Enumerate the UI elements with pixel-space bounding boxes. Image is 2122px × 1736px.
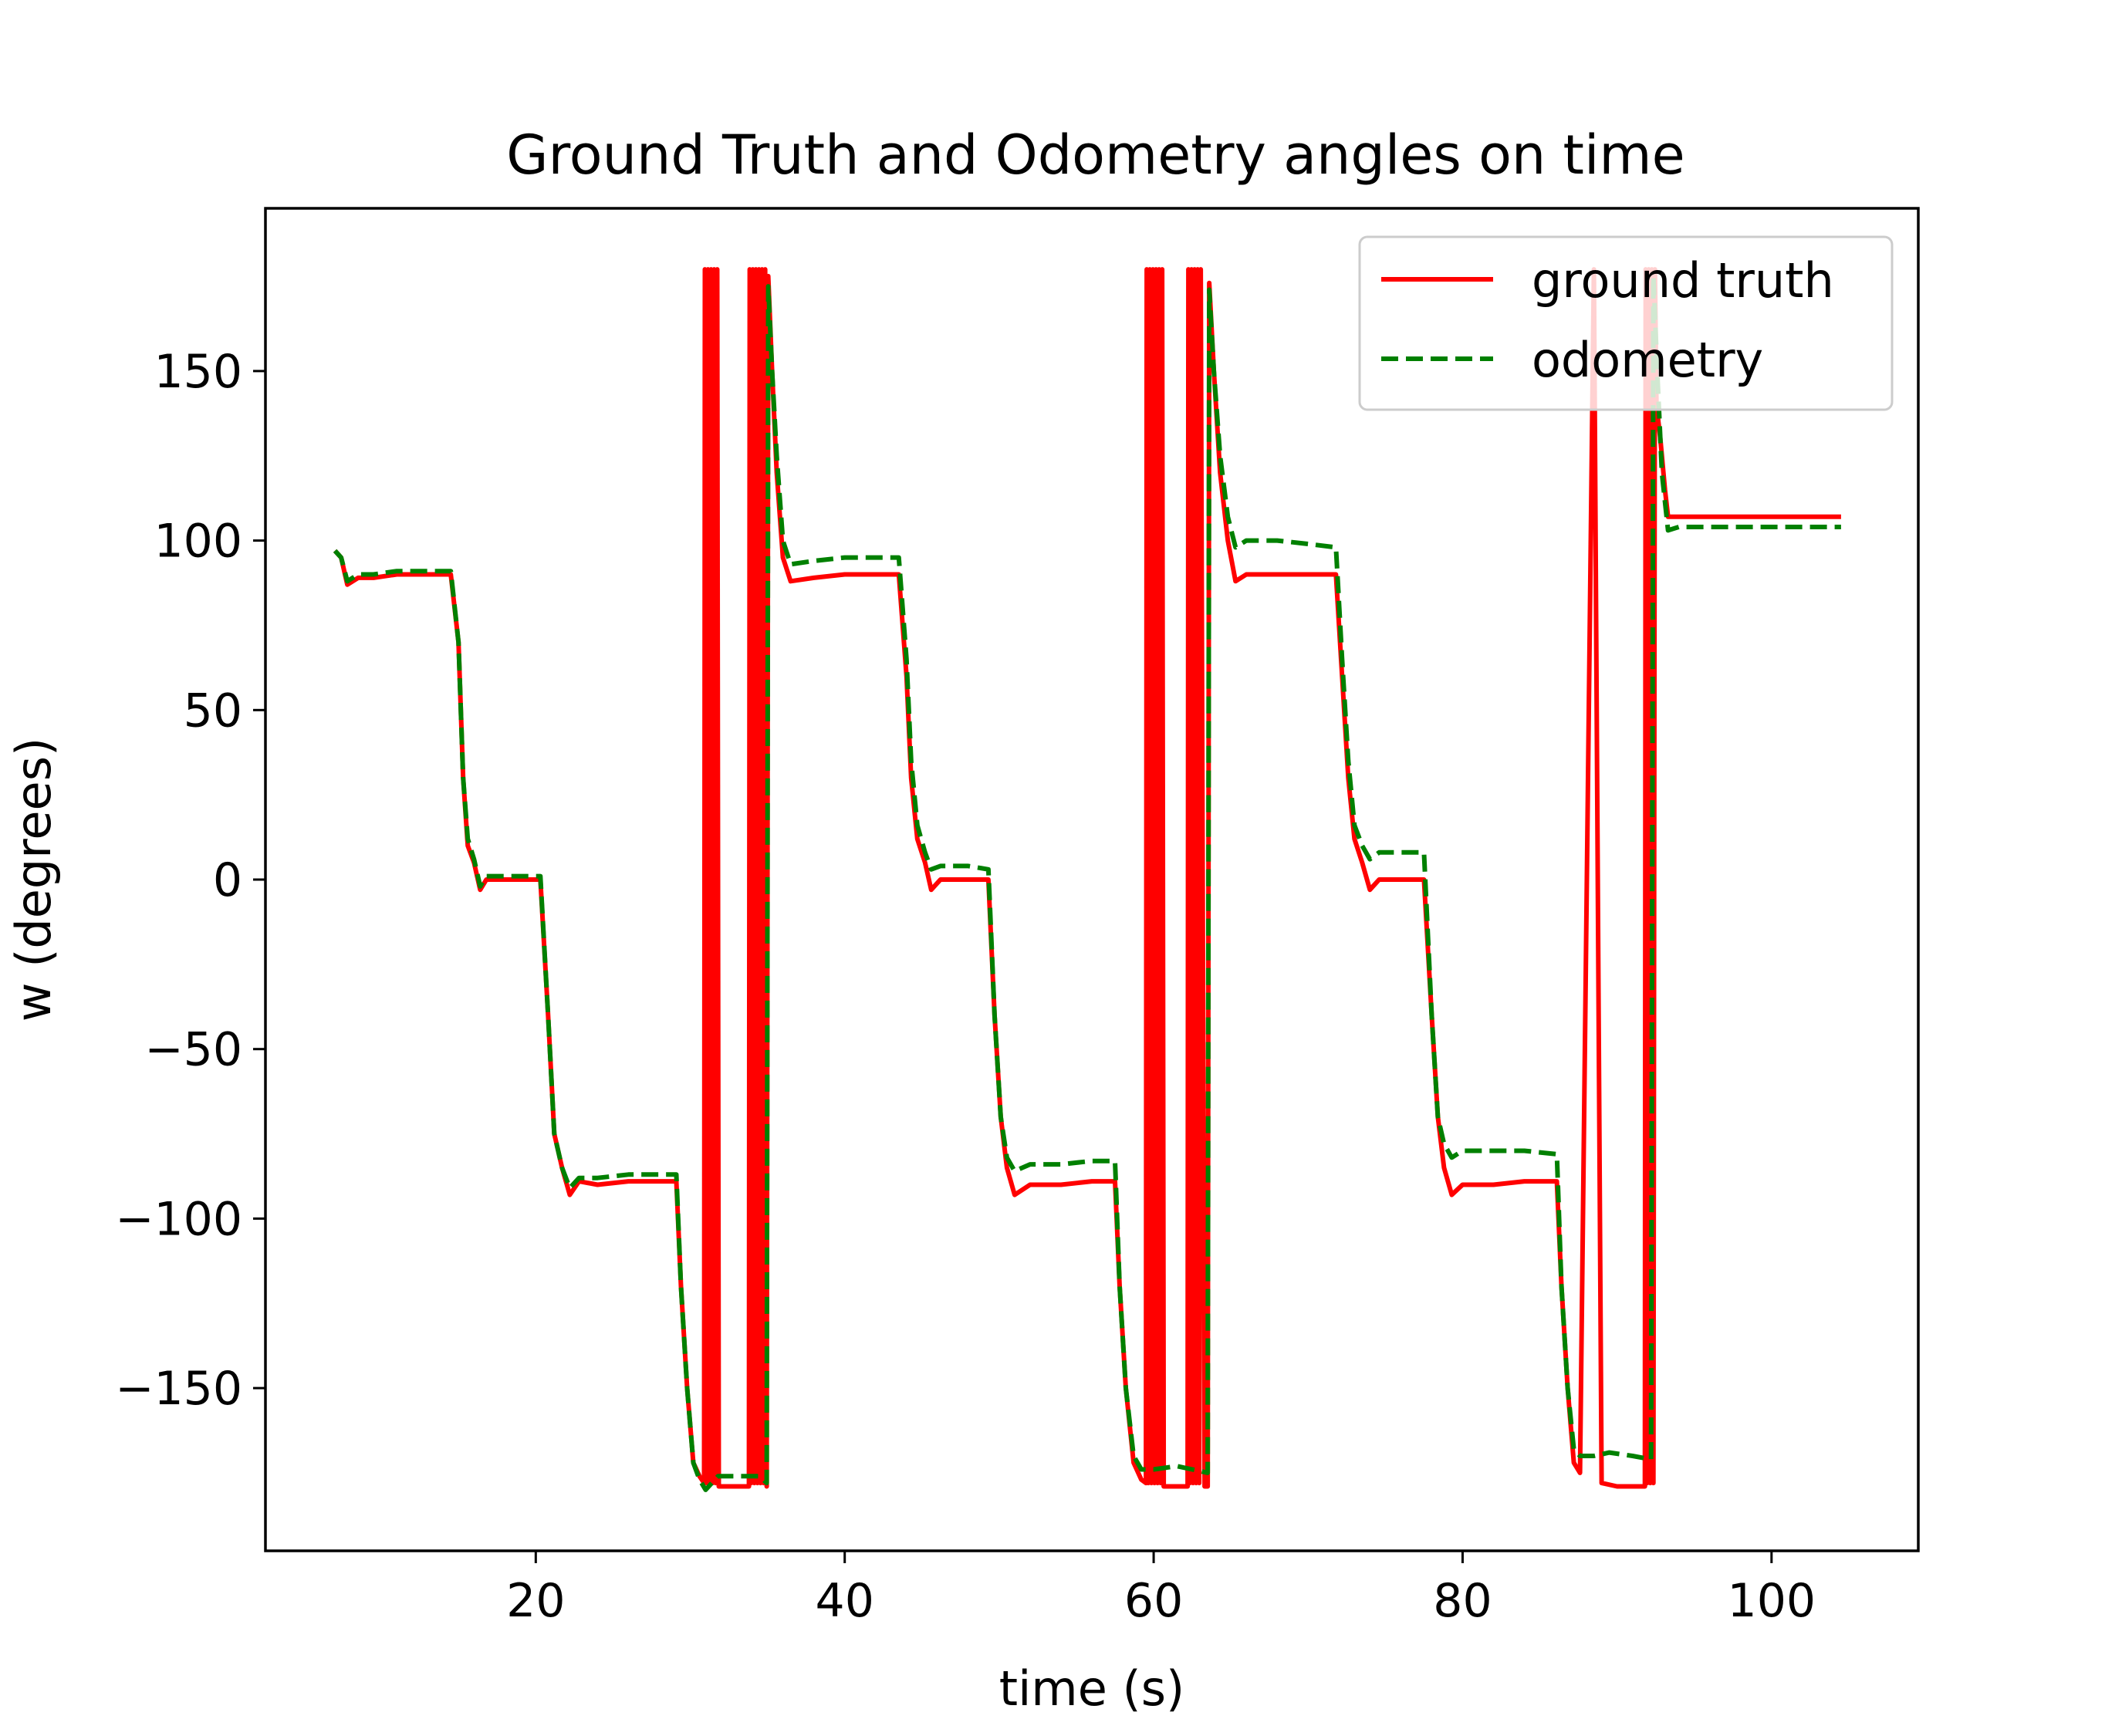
x-tick-label: 20 [506, 1574, 565, 1628]
y-tick-label: −150 [115, 1362, 242, 1416]
series-layer [333, 267, 1841, 1492]
legend-label-odometry: odometry [1532, 332, 1763, 388]
y-tick-label: 100 [154, 515, 242, 569]
y-axis: 150 100 50 0 −50 −100 −150 [115, 345, 265, 1416]
x-tick-label: 40 [816, 1574, 874, 1628]
chart-title: Ground Truth and Odometry angles on time [506, 123, 1684, 187]
y-tick-label: −100 [115, 1192, 242, 1246]
series-line-odometry [333, 273, 1841, 1492]
y-tick-label: 0 [213, 853, 242, 907]
y-axis-label: w (degrees) [5, 738, 62, 1022]
x-tick-label: 60 [1124, 1574, 1183, 1628]
y-tick-label: 150 [154, 345, 242, 399]
y-tick-label: 50 [184, 684, 242, 738]
legend-label-ground-truth: ground truth [1532, 252, 1834, 309]
series-line-ground-truth [333, 267, 1841, 1489]
x-tick-label: 80 [1433, 1574, 1492, 1628]
y-tick-label: −50 [144, 1023, 242, 1077]
x-axis-label: time (s) [999, 1660, 1184, 1717]
legend: ground truth odometry [1358, 235, 1894, 411]
x-axis: 20 40 60 80 100 [506, 1551, 1816, 1628]
x-tick-label: 100 [1728, 1574, 1816, 1628]
